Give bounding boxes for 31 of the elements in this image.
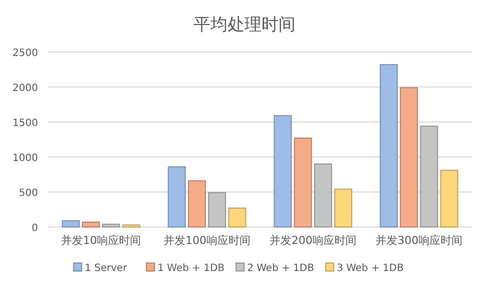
y-tick-label: 0	[32, 223, 38, 234]
legend-label: 1 Server	[84, 263, 128, 274]
x-tick-label: 并发200响应时间	[270, 234, 356, 247]
bar	[62, 220, 80, 228]
y-tick-label: 500	[18, 188, 38, 199]
bar	[122, 224, 140, 228]
bar	[274, 115, 292, 228]
y-tick-label: 2500	[12, 48, 38, 59]
bar	[208, 192, 226, 228]
y-tick-label: 1000	[12, 153, 38, 164]
bar	[380, 64, 398, 228]
bar	[102, 224, 120, 228]
bar	[420, 126, 438, 228]
bar	[400, 87, 418, 228]
x-tick-label: 并发100响应时间	[164, 234, 250, 247]
bar	[294, 138, 312, 228]
bar	[334, 188, 352, 228]
bar	[440, 170, 458, 228]
bar	[188, 180, 206, 228]
bar	[314, 164, 332, 228]
x-tick-label: 并发300响应时间	[376, 234, 462, 247]
legend-label: 2 Web + 1DB	[247, 263, 314, 274]
bar	[82, 222, 100, 228]
chart-title: 平均处理时间	[194, 15, 296, 35]
bar	[168, 166, 186, 228]
bar	[228, 208, 246, 228]
legend-label: 3 Web + 1DB	[336, 263, 404, 274]
y-tick-label: 2000	[12, 83, 38, 94]
y-tick-label: 1500	[12, 118, 38, 129]
legend-label: 1 Web + 1DB	[158, 263, 225, 274]
x-tick-label: 并发10响应时间	[61, 234, 141, 247]
